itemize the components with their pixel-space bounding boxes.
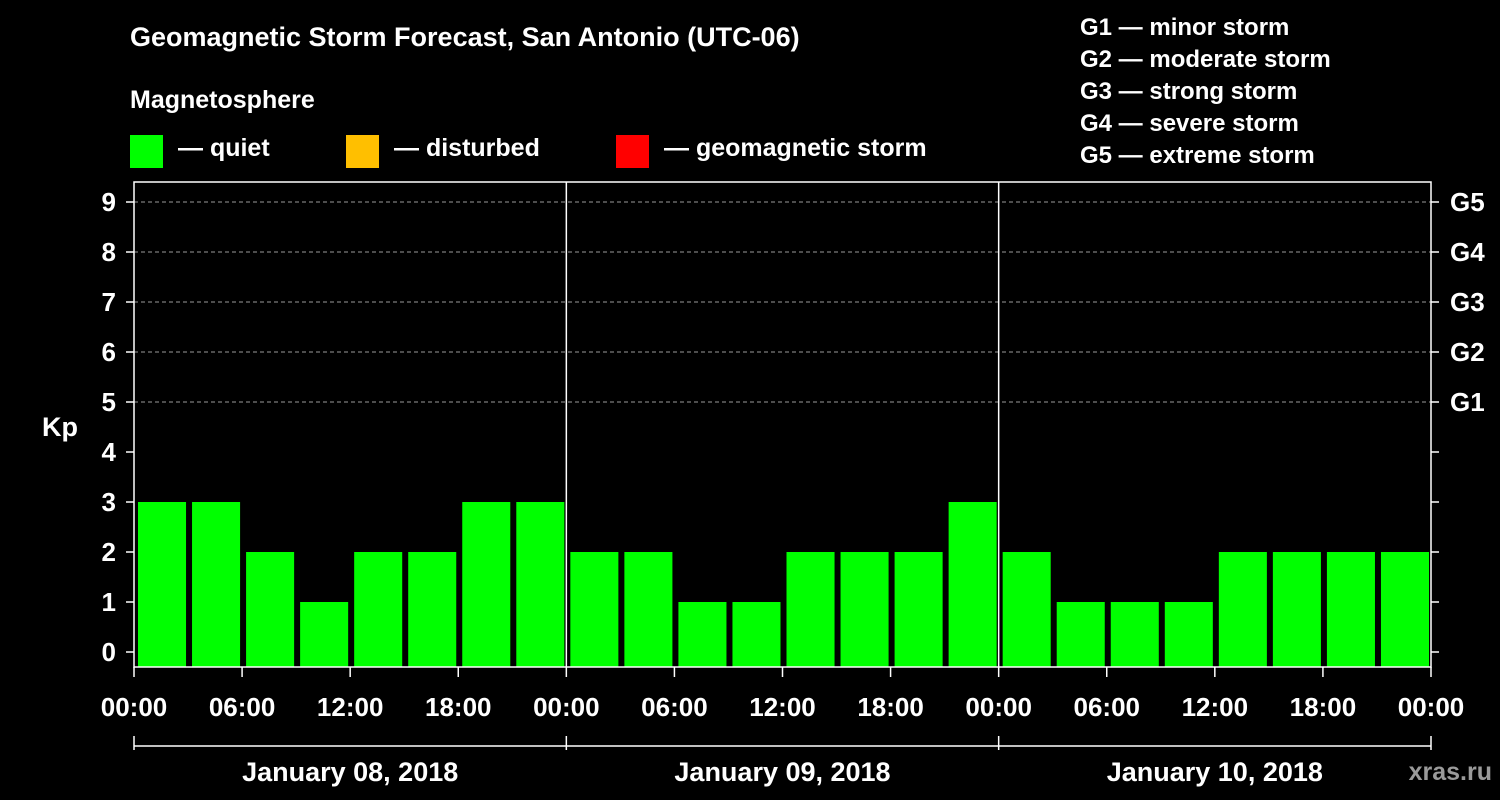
g-scale-g1: G1 — minor storm xyxy=(1080,14,1290,41)
kp-bar xyxy=(894,552,943,667)
legend-swatch-storm xyxy=(616,135,649,168)
g-scale-g3: G3 — strong storm xyxy=(1080,78,1298,105)
x-tick-label: 18:00 xyxy=(1290,692,1357,722)
y-tick-label: 1 xyxy=(102,587,116,617)
kp-bar xyxy=(1380,552,1429,667)
g-axis-label: G4 xyxy=(1450,237,1485,267)
kp-bar xyxy=(948,502,997,667)
kp-bar xyxy=(1056,602,1105,667)
x-tick-label: 12:00 xyxy=(1182,692,1249,722)
x-tick-label: 00:00 xyxy=(533,692,600,722)
kp-bar xyxy=(1164,602,1213,667)
credit-text: xras.ru xyxy=(1408,758,1492,786)
x-tick-label: 06:00 xyxy=(641,692,708,722)
kp-bar xyxy=(354,552,403,667)
y-tick-label: 5 xyxy=(102,387,116,417)
day-label: January 10, 2018 xyxy=(1107,757,1323,787)
day-label: January 08, 2018 xyxy=(242,757,458,787)
kp-bar xyxy=(786,552,835,667)
kp-bar xyxy=(1002,552,1051,667)
legend-heading: Magnetosphere xyxy=(130,86,315,114)
legend-swatch-quiet xyxy=(130,135,163,168)
kp-bar xyxy=(408,552,457,667)
g-scale-g5: G5 — extreme storm xyxy=(1080,142,1315,169)
x-tick-label: 00:00 xyxy=(1398,692,1465,722)
chart-title: Geomagnetic Storm Forecast, San Antonio … xyxy=(130,22,800,52)
y-tick-label: 4 xyxy=(102,437,117,467)
g-axis-label: G1 xyxy=(1450,387,1485,417)
g-scale-g2: G2 — moderate storm xyxy=(1080,46,1331,73)
y-tick-label: 2 xyxy=(102,537,116,567)
kp-bar xyxy=(1326,552,1375,667)
y-tick-label: 9 xyxy=(102,187,116,217)
legend-label-disturbed: — disturbed xyxy=(394,134,540,162)
y-tick-label: 6 xyxy=(102,337,116,367)
legend-swatch-disturbed xyxy=(346,135,379,168)
y-tick-label: 3 xyxy=(102,487,116,517)
kp-bar xyxy=(1272,552,1321,667)
y-tick-label: 8 xyxy=(102,237,116,267)
kp-bar xyxy=(840,552,889,667)
x-tick-label: 00:00 xyxy=(965,692,1032,722)
kp-bar xyxy=(192,502,241,667)
day-label: January 09, 2018 xyxy=(674,757,890,787)
kp-bar xyxy=(732,602,781,667)
kp-bar xyxy=(570,552,619,667)
kp-bar xyxy=(1218,552,1267,667)
kp-bar xyxy=(1110,602,1159,667)
kp-bar xyxy=(516,502,565,667)
kp-bar xyxy=(138,502,187,667)
y-axis-label: Kp xyxy=(42,412,78,442)
x-tick-label: 12:00 xyxy=(317,692,384,722)
x-tick-label: 00:00 xyxy=(101,692,168,722)
kp-bar xyxy=(300,602,349,667)
legend-label-quiet: — quiet xyxy=(178,134,270,162)
g-axis-label: G2 xyxy=(1450,337,1485,367)
kp-bar xyxy=(624,552,673,667)
x-tick-label: 06:00 xyxy=(1074,692,1141,722)
kp-bar xyxy=(246,552,295,667)
kp-bar xyxy=(678,602,727,667)
x-tick-label: 18:00 xyxy=(857,692,924,722)
x-tick-label: 18:00 xyxy=(425,692,492,722)
g-scale-g4: G4 — severe storm xyxy=(1080,110,1299,137)
g-axis-label: G5 xyxy=(1450,187,1485,217)
y-tick-label: 0 xyxy=(102,637,116,667)
g-axis-label: G3 xyxy=(1450,287,1485,317)
kp-bar xyxy=(462,502,511,667)
legend-label-storm: — geomagnetic storm xyxy=(664,134,927,162)
y-tick-label: 7 xyxy=(102,287,116,317)
x-tick-label: 12:00 xyxy=(749,692,816,722)
x-tick-label: 06:00 xyxy=(209,692,276,722)
